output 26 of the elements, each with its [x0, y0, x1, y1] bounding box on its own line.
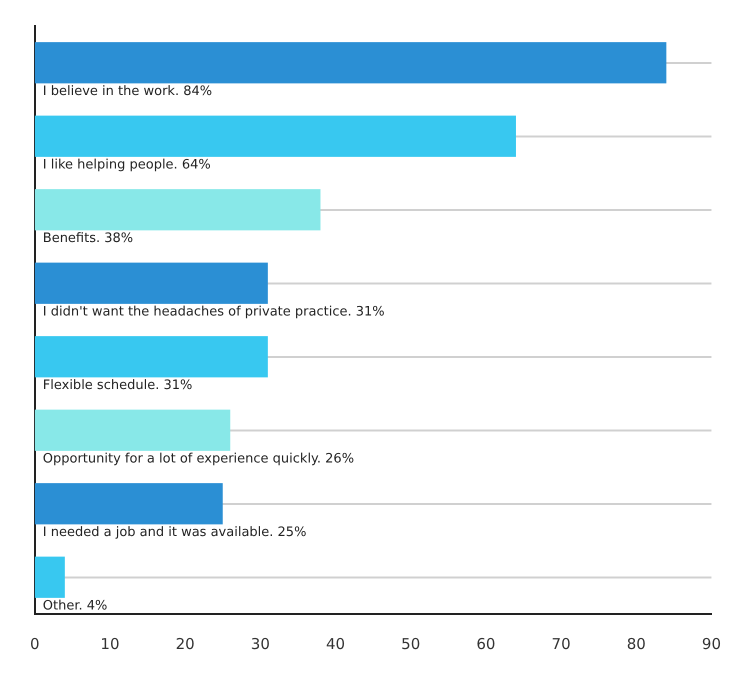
x-tick-label: 0 — [30, 634, 40, 653]
bar — [34, 42, 666, 84]
y-tick-label: I believe in the work. 84% — [42, 84, 212, 100]
y-tick-label: Flexible schedule. 31% — [42, 378, 192, 394]
y-tick-label: I like helping people. 64% — [42, 158, 211, 173]
y-tick-label: Opportunity for a lot of experience quickly. 26% — [42, 452, 354, 467]
y-tick-label: I didn't want the headaches of private practice. 31% — [42, 304, 385, 320]
y-tick-label: Benefits. 38% — [42, 231, 134, 246]
bar — [34, 116, 516, 157]
bar — [34, 189, 320, 230]
y-tick-label: I needed a job and it was available. 25% — [42, 525, 306, 540]
x-tick-label: 50 — [401, 634, 420, 653]
bar — [34, 336, 268, 378]
x-tick-label: 30 — [250, 634, 270, 653]
bar — [34, 262, 268, 304]
x-tick-label: 60 — [476, 634, 496, 653]
x-tick-label: 20 — [176, 634, 195, 653]
bar — [34, 410, 230, 451]
x-tick-label: 40 — [326, 634, 346, 653]
x-tick-label: 70 — [552, 634, 571, 653]
x-tick-label: 10 — [100, 634, 120, 653]
y-tick-label: Other. 4% — [42, 598, 108, 614]
bar — [34, 483, 223, 524]
x-tick-label: 80 — [626, 634, 646, 653]
x-tick-label: 90 — [702, 634, 722, 653]
bar — [34, 556, 65, 598]
